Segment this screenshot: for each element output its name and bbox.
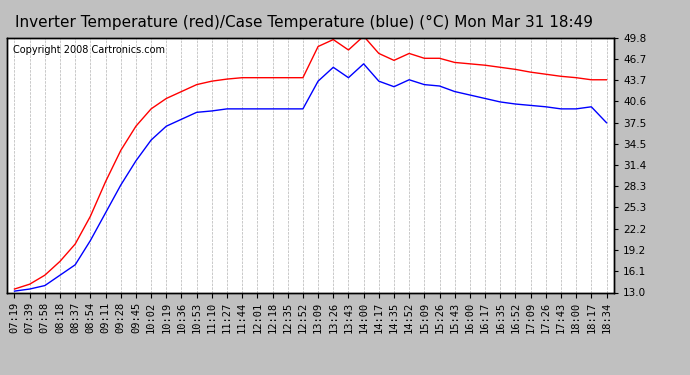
Text: Inverter Temperature (red)/Case Temperature (blue) (°C) Mon Mar 31 18:49: Inverter Temperature (red)/Case Temperat… [14, 15, 593, 30]
Text: Copyright 2008 Cartronics.com: Copyright 2008 Cartronics.com [13, 45, 165, 55]
